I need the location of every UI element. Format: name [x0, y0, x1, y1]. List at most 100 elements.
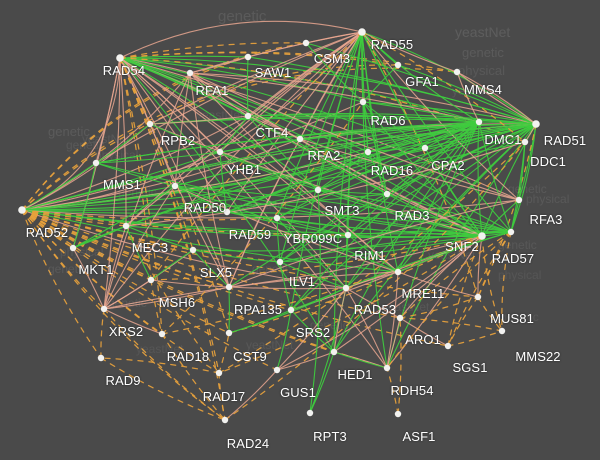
edge-coex — [119, 57, 335, 353]
graph-node[interactable] — [276, 258, 284, 266]
graph-node[interactable] — [100, 305, 108, 313]
graph-node[interactable] — [216, 148, 224, 156]
graph-node[interactable] — [97, 354, 105, 362]
graph-node[interactable] — [396, 314, 404, 322]
graph-node[interactable] — [394, 410, 402, 418]
edge-coex — [317, 189, 512, 233]
graph-node[interactable] — [532, 120, 540, 128]
edge-coex — [276, 309, 292, 371]
graph-node[interactable] — [225, 283, 233, 291]
edge-phys — [345, 287, 401, 319]
graph-node[interactable] — [215, 369, 223, 377]
edge-coex — [478, 121, 512, 233]
graph-node[interactable] — [146, 120, 154, 128]
graph-node[interactable] — [521, 138, 529, 146]
edge-gen — [218, 372, 226, 421]
graph-node[interactable] — [394, 61, 402, 69]
graph-node[interactable] — [69, 244, 77, 252]
edge-phys — [189, 72, 230, 288]
edge-coex — [481, 199, 520, 237]
edge-gen — [100, 308, 105, 359]
graph-node[interactable] — [296, 135, 304, 143]
graph-node[interactable] — [515, 196, 523, 204]
edge-coex — [397, 64, 537, 125]
edge-coex — [317, 151, 369, 191]
graph-node[interactable] — [306, 409, 314, 417]
edge-coex — [95, 121, 480, 164]
edge-gen — [103, 308, 226, 421]
edge-phys — [103, 271, 399, 310]
graph-node[interactable] — [244, 53, 252, 61]
graph-node[interactable] — [273, 214, 281, 222]
edge-gen — [21, 209, 335, 353]
edge-phys — [456, 71, 537, 125]
graph-node[interactable] — [421, 144, 429, 152]
edge-gen — [161, 101, 364, 335]
edge-phys — [399, 317, 449, 347]
edge-phys — [119, 20, 363, 59]
graph-node[interactable] — [116, 54, 124, 62]
graph-node[interactable] — [223, 208, 231, 216]
graph-node[interactable] — [302, 39, 310, 47]
graph-node[interactable] — [507, 228, 515, 236]
graph-node[interactable] — [18, 206, 26, 214]
graph-node[interactable] — [244, 112, 252, 120]
edge-phys — [149, 123, 230, 288]
edge-phys — [189, 72, 301, 140]
edge-coex — [21, 209, 399, 273]
graph-node[interactable] — [474, 293, 482, 301]
edge-gen — [21, 209, 163, 335]
edge-coex — [386, 193, 512, 233]
edge-coex — [21, 189, 319, 211]
edge-coex — [246, 56, 249, 117]
edge-phys — [189, 72, 537, 125]
edge-phys — [224, 369, 278, 421]
graph-node[interactable] — [344, 231, 352, 239]
edge-coex — [279, 261, 292, 311]
edge-coex — [95, 123, 151, 164]
graph-node[interactable] — [342, 284, 350, 292]
graph-node[interactable] — [314, 186, 322, 194]
edge-coex — [21, 193, 388, 211]
graph-node[interactable] — [475, 118, 483, 126]
edge-gen — [501, 231, 512, 332]
graph-node[interactable] — [498, 327, 506, 335]
edge-gen — [481, 235, 503, 332]
graph-node[interactable] — [383, 364, 391, 372]
graph-node[interactable] — [359, 98, 367, 106]
graph-node[interactable] — [453, 68, 461, 76]
graph-node[interactable] — [383, 190, 391, 198]
graph-node[interactable] — [221, 416, 229, 424]
graph-node[interactable] — [330, 348, 338, 356]
graph-node[interactable] — [394, 268, 402, 276]
graph-node[interactable] — [225, 329, 233, 337]
edge-phys — [299, 138, 520, 201]
edge-coex — [125, 225, 152, 281]
edge-phys — [189, 72, 480, 123]
edge-coex — [518, 141, 526, 201]
graph-node[interactable] — [478, 232, 486, 240]
edge-coex — [347, 121, 480, 236]
edge-gen — [119, 57, 152, 281]
edge-coex — [219, 151, 228, 213]
graph-node[interactable] — [92, 159, 100, 167]
graph-node[interactable] — [171, 182, 179, 190]
graph-node[interactable] — [189, 246, 197, 254]
edge-gen — [21, 209, 401, 319]
edge-coex — [150, 249, 194, 281]
graph-node[interactable] — [122, 222, 130, 230]
graph-node[interactable] — [158, 330, 166, 338]
graph-node[interactable] — [273, 366, 281, 374]
graph-node[interactable] — [287, 306, 295, 314]
graph-node[interactable] — [186, 69, 194, 77]
graph-node[interactable] — [364, 148, 372, 156]
graph-node[interactable] — [358, 28, 366, 36]
edge-gen — [477, 123, 537, 298]
edge-coex — [228, 309, 292, 334]
edge-coex — [21, 121, 480, 211]
graph-node[interactable] — [147, 276, 155, 284]
edge-coex — [226, 211, 512, 233]
graph-node[interactable] — [444, 342, 452, 350]
edge-phys — [276, 235, 483, 371]
